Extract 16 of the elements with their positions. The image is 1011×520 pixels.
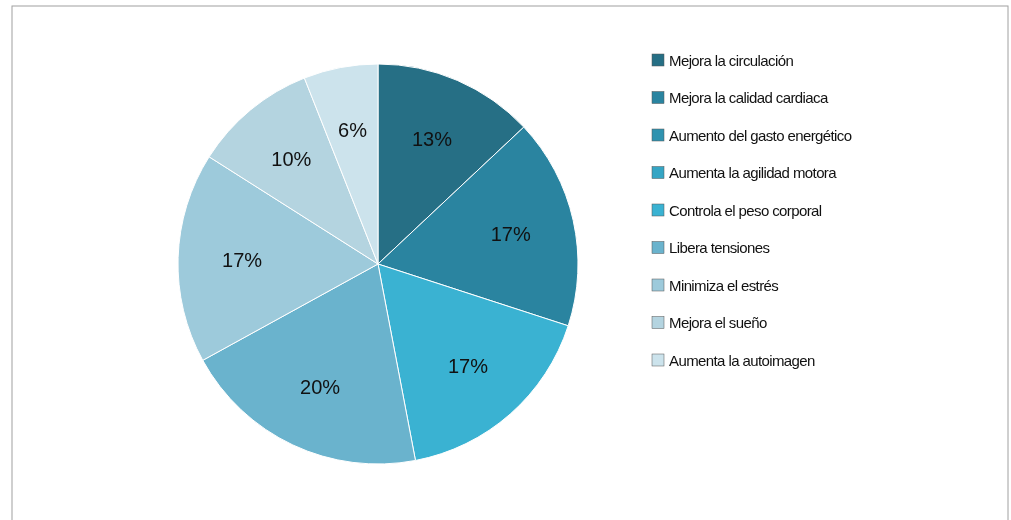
- data-label: 17%: [490, 223, 531, 246]
- legend-label: Aumenta la autoimagen: [669, 351, 816, 369]
- data-label: 20%: [300, 376, 341, 399]
- data-label: 17%: [447, 355, 489, 378]
- legend-label: Mejora la calidad cardiaca: [669, 89, 829, 106]
- data-label: 6%: [338, 119, 368, 142]
- legend-label: Mejora la circulación: [669, 51, 794, 69]
- legend-label: Mejora el sueño: [669, 314, 767, 331]
- legend-label: Controla el peso corporal: [669, 201, 822, 219]
- legend-label: Minimiza el estrés: [669, 276, 779, 294]
- data-label: 13%: [412, 128, 453, 151]
- legend-label: Aumenta la agilidad motora: [669, 164, 838, 181]
- data-label: 10%: [271, 148, 312, 171]
- legend-label: Libera tensiones: [669, 239, 770, 256]
- legend-label: Aumento del gasto energético: [669, 126, 852, 144]
- data-label: 17%: [222, 248, 263, 271]
